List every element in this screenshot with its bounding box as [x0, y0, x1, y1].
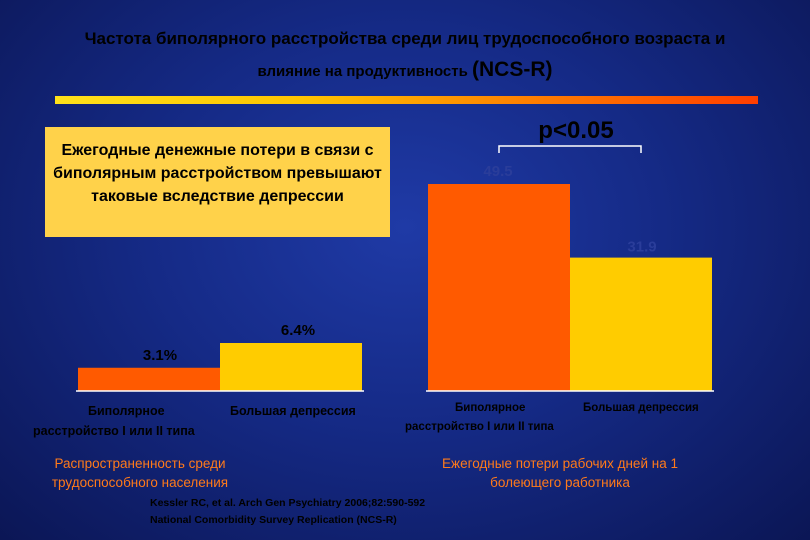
- right-category-2: Большая депрессия: [583, 402, 699, 414]
- left-caption: Распространенность среди трудоспособного…: [20, 454, 260, 492]
- significance-bracket: [498, 145, 642, 153]
- callout-box: Ежегодные денежные потери в связи с бипо…: [45, 127, 390, 237]
- citation-line1: Kessler RC, et al. Arch Gen Psychiatry 2…: [150, 497, 426, 509]
- p-value-annotation: p<0.05: [538, 117, 613, 144]
- callout-text: Ежегодные денежные потери в связи с бипо…: [53, 142, 382, 205]
- title-divider: [55, 96, 758, 104]
- left-chart-bar-2: [220, 343, 362, 391]
- left-caption-line1: Распространенность среди: [54, 456, 226, 471]
- left-chart: 3.1% 6.4%: [76, 322, 364, 392]
- left-chart-value-label-2: 6.4%: [281, 322, 315, 339]
- title-survey-abbrev: (NCS-R): [472, 58, 553, 81]
- right-chart-value-label-2: 31.9: [627, 239, 656, 256]
- right-category-1-line2: расстройство I или II типа: [405, 421, 554, 433]
- chart-title-line1: Частота биполярного расстройства среди л…: [84, 29, 726, 48]
- left-category-1-line1: Биполярное: [88, 404, 165, 418]
- right-chart-bar-2: [570, 257, 712, 391]
- citation-line2: National Comorbidity Survey Replication …: [150, 514, 397, 526]
- title-text: влияние на продуктивность: [257, 63, 473, 80]
- citation: Kessler RC, et al. Arch Gen Psychiatry 2…: [150, 495, 425, 529]
- left-category-2: Большая депрессия: [230, 404, 356, 418]
- right-caption-line2: болеющего работника: [490, 475, 630, 490]
- left-chart-bar-1: [78, 367, 220, 391]
- right-caption-line1: Ежегодные потери рабочих дней на 1: [442, 456, 678, 471]
- right-chart-bar-1: [428, 184, 570, 391]
- right-category-1-line1: Биполярное: [455, 402, 526, 414]
- left-chart-value-label-1: 3.1%: [143, 347, 177, 364]
- right-chart: 49.5 31.9 p<0.05: [426, 117, 714, 392]
- right-caption: Ежегодные потери рабочих дней на 1 болею…: [400, 454, 720, 492]
- right-chart-value-label-1: 49.5: [483, 163, 512, 180]
- left-category-1-line2: расстройство I или II типа: [33, 424, 195, 438]
- chart-title-line2: влияние на продуктивность (NCS-R): [0, 58, 810, 82]
- left-caption-line2: трудоспособного населения: [51, 475, 229, 490]
